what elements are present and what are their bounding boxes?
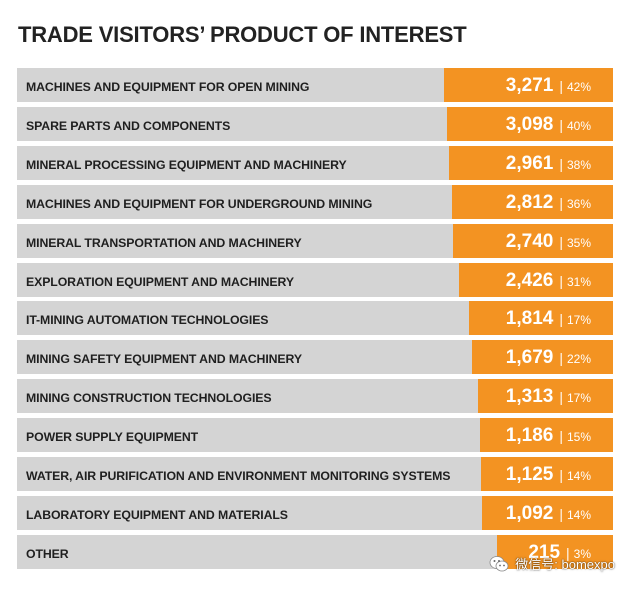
value-bar: 215 | 3% [497, 534, 613, 569]
value-label: 3,098 | 40% [506, 107, 591, 141]
value-separator: | [559, 428, 563, 445]
value-bar: 1,313 | 17% [478, 379, 613, 414]
category-label: OTHER [26, 546, 69, 561]
percent-label: 36% [566, 196, 591, 211]
percent-label: 40% [566, 118, 591, 133]
value-bar: 2,812 | 36% [452, 184, 613, 219]
value-bar: 1,186 | 15% [480, 418, 613, 453]
percent-label: 17% [566, 313, 591, 328]
category-label: SPARE PARTS AND COMPONENTS [26, 118, 231, 133]
watermark-text: 微信号: bomexpo [515, 557, 615, 572]
value-bar: 1,814 | 17% [469, 301, 613, 336]
bar-row: SPARE PARTS AND COMPONENTS 3,098 | 40% [17, 106, 613, 141]
value-separator: | [559, 233, 563, 250]
value-separator: | [559, 311, 563, 328]
value-separator: | [566, 544, 570, 561]
value-bar: 2,961 | 38% [449, 145, 613, 180]
bar-row: MACHINES AND EQUIPMENT FOR OPEN MINING 3,… [17, 68, 613, 102]
value-bar: 1,125 | 14% [481, 457, 613, 491]
category-label: WATER, AIR PURIFICATION AND ENVIRONMENT … [26, 469, 451, 483]
value-bar: 3,098 | 40% [447, 106, 613, 141]
value-number: 2,812 [505, 191, 554, 213]
value-label: 2,812 | 36% [506, 185, 591, 219]
bar-row: MACHINES AND EQUIPMENT FOR UNDERGROUND M… [17, 184, 613, 219]
value-label: 1,313 | 17% [506, 379, 591, 413]
category-label: EXPLORATION EQUIPMENT AND MACHINERY [26, 274, 294, 289]
percent-label: 22% [566, 352, 591, 367]
value-bar: 3,271 | 42% [444, 68, 613, 102]
value-label: 2,740 | 35% [506, 224, 591, 258]
value-separator: | [559, 116, 563, 133]
value-number: 1,092 [505, 502, 554, 524]
value-separator: | [559, 272, 563, 289]
value-number: 2,961 [505, 152, 554, 174]
value-number: 1,679 [505, 347, 554, 369]
percent-label: 35% [566, 235, 591, 250]
percent-label: 3% [573, 546, 591, 561]
value-number: 3,271 [505, 75, 554, 96]
value-separator: | [559, 78, 563, 94]
bar-row: EXPLORATION EQUIPMENT AND MACHINERY 2,426… [17, 262, 613, 297]
bar-row: MINERAL PROCESSING EQUIPMENT AND MACHINE… [17, 145, 613, 180]
bar-row: LABORATORY EQUIPMENT AND MATERIALS 1,092 |… [17, 495, 613, 530]
value-separator: | [559, 467, 563, 483]
chart-title: TRADE VISITORS’ PRODUCT OF INTEREST [18, 22, 467, 47]
value-number: 1,186 [505, 425, 554, 447]
value-number: 1,313 [505, 386, 554, 408]
value-label: 2,426 | 31% [506, 263, 591, 297]
value-number: 3,098 [505, 113, 554, 135]
category-label: IT-MINING AUTOMATION TECHNOLOGIES [26, 313, 269, 328]
bar-row: MINING CONSTRUCTION TECHNOLOGIES 1,313 | 17… [17, 379, 613, 414]
value-bar: 2,740 | 35% [453, 223, 613, 258]
value-bar: 1,092 | 14% [481, 495, 613, 530]
category-label: MINING SAFETY EQUIPMENT AND MACHINERY [26, 352, 302, 367]
value-separator: | [559, 194, 563, 211]
percent-label: 14% [566, 469, 591, 483]
value-label: 1,814 | 17% [506, 301, 591, 335]
value-label: 1,186 | 15% [506, 418, 591, 452]
category-label: MINERAL TRANSPORTATION AND MACHINERY [26, 235, 302, 250]
bar-row: MINERAL TRANSPORTATION AND MACHINERY 2,74… [17, 223, 613, 258]
bar-row: IT-MINING AUTOMATION TECHNOLOGIES 1,814 | 1… [17, 301, 613, 336]
percent-label: 15% [566, 430, 591, 445]
value-number: 1,125 [505, 464, 554, 485]
percent-label: 38% [566, 157, 591, 172]
category-label: MINERAL PROCESSING EQUIPMENT AND MACHINE… [26, 157, 347, 172]
category-label: MACHINES AND EQUIPMENT FOR UNDERGROUND M… [26, 196, 373, 211]
bar-row: POWER SUPPLY EQUIPMENT 1,186 | 15% [17, 418, 613, 453]
bar-row: OTHER 215 | 3% [17, 534, 613, 569]
value-label: 215 | 3% [528, 535, 591, 569]
value-label: 3,271 | 42% [506, 68, 591, 102]
watermark: 微信号: bomexpo [489, 554, 615, 573]
value-number: 2,426 [505, 269, 554, 291]
category-label: POWER SUPPLY EQUIPMENT [26, 430, 199, 445]
percent-label: 42% [566, 80, 591, 94]
value-label: 1,125 | 14% [506, 457, 591, 491]
category-label: MACHINES AND EQUIPMENT FOR OPEN MINING [26, 80, 310, 94]
category-label: LABORATORY EQUIPMENT AND MATERIALS [26, 507, 288, 522]
value-label: 2,961 | 38% [506, 146, 591, 180]
value-label: 1,679 | 22% [506, 340, 591, 374]
percent-label: 17% [566, 391, 591, 406]
value-label: 1,092 | 14% [506, 496, 591, 530]
percent-label: 14% [566, 507, 591, 522]
wechat-icon [489, 555, 509, 573]
bar-row: WATER, AIR PURIFICATION AND ENVIRONMENT … [17, 457, 613, 491]
value-bar: 2,426 | 31% [458, 262, 613, 297]
value-separator: | [559, 155, 563, 172]
bar-row: MINING SAFETY EQUIPMENT AND MACHINERY 1,6… [17, 340, 613, 375]
value-number: 215 [528, 541, 561, 563]
percent-label: 31% [566, 274, 591, 289]
value-separator: | [559, 505, 563, 522]
value-separator: | [559, 389, 563, 406]
value-separator: | [559, 350, 563, 367]
value-number: 1,814 [505, 308, 554, 330]
value-bar: 1,679 | 22% [471, 340, 613, 375]
value-number: 2,740 [505, 230, 554, 252]
category-label: MINING CONSTRUCTION TECHNOLOGIES [26, 391, 272, 406]
